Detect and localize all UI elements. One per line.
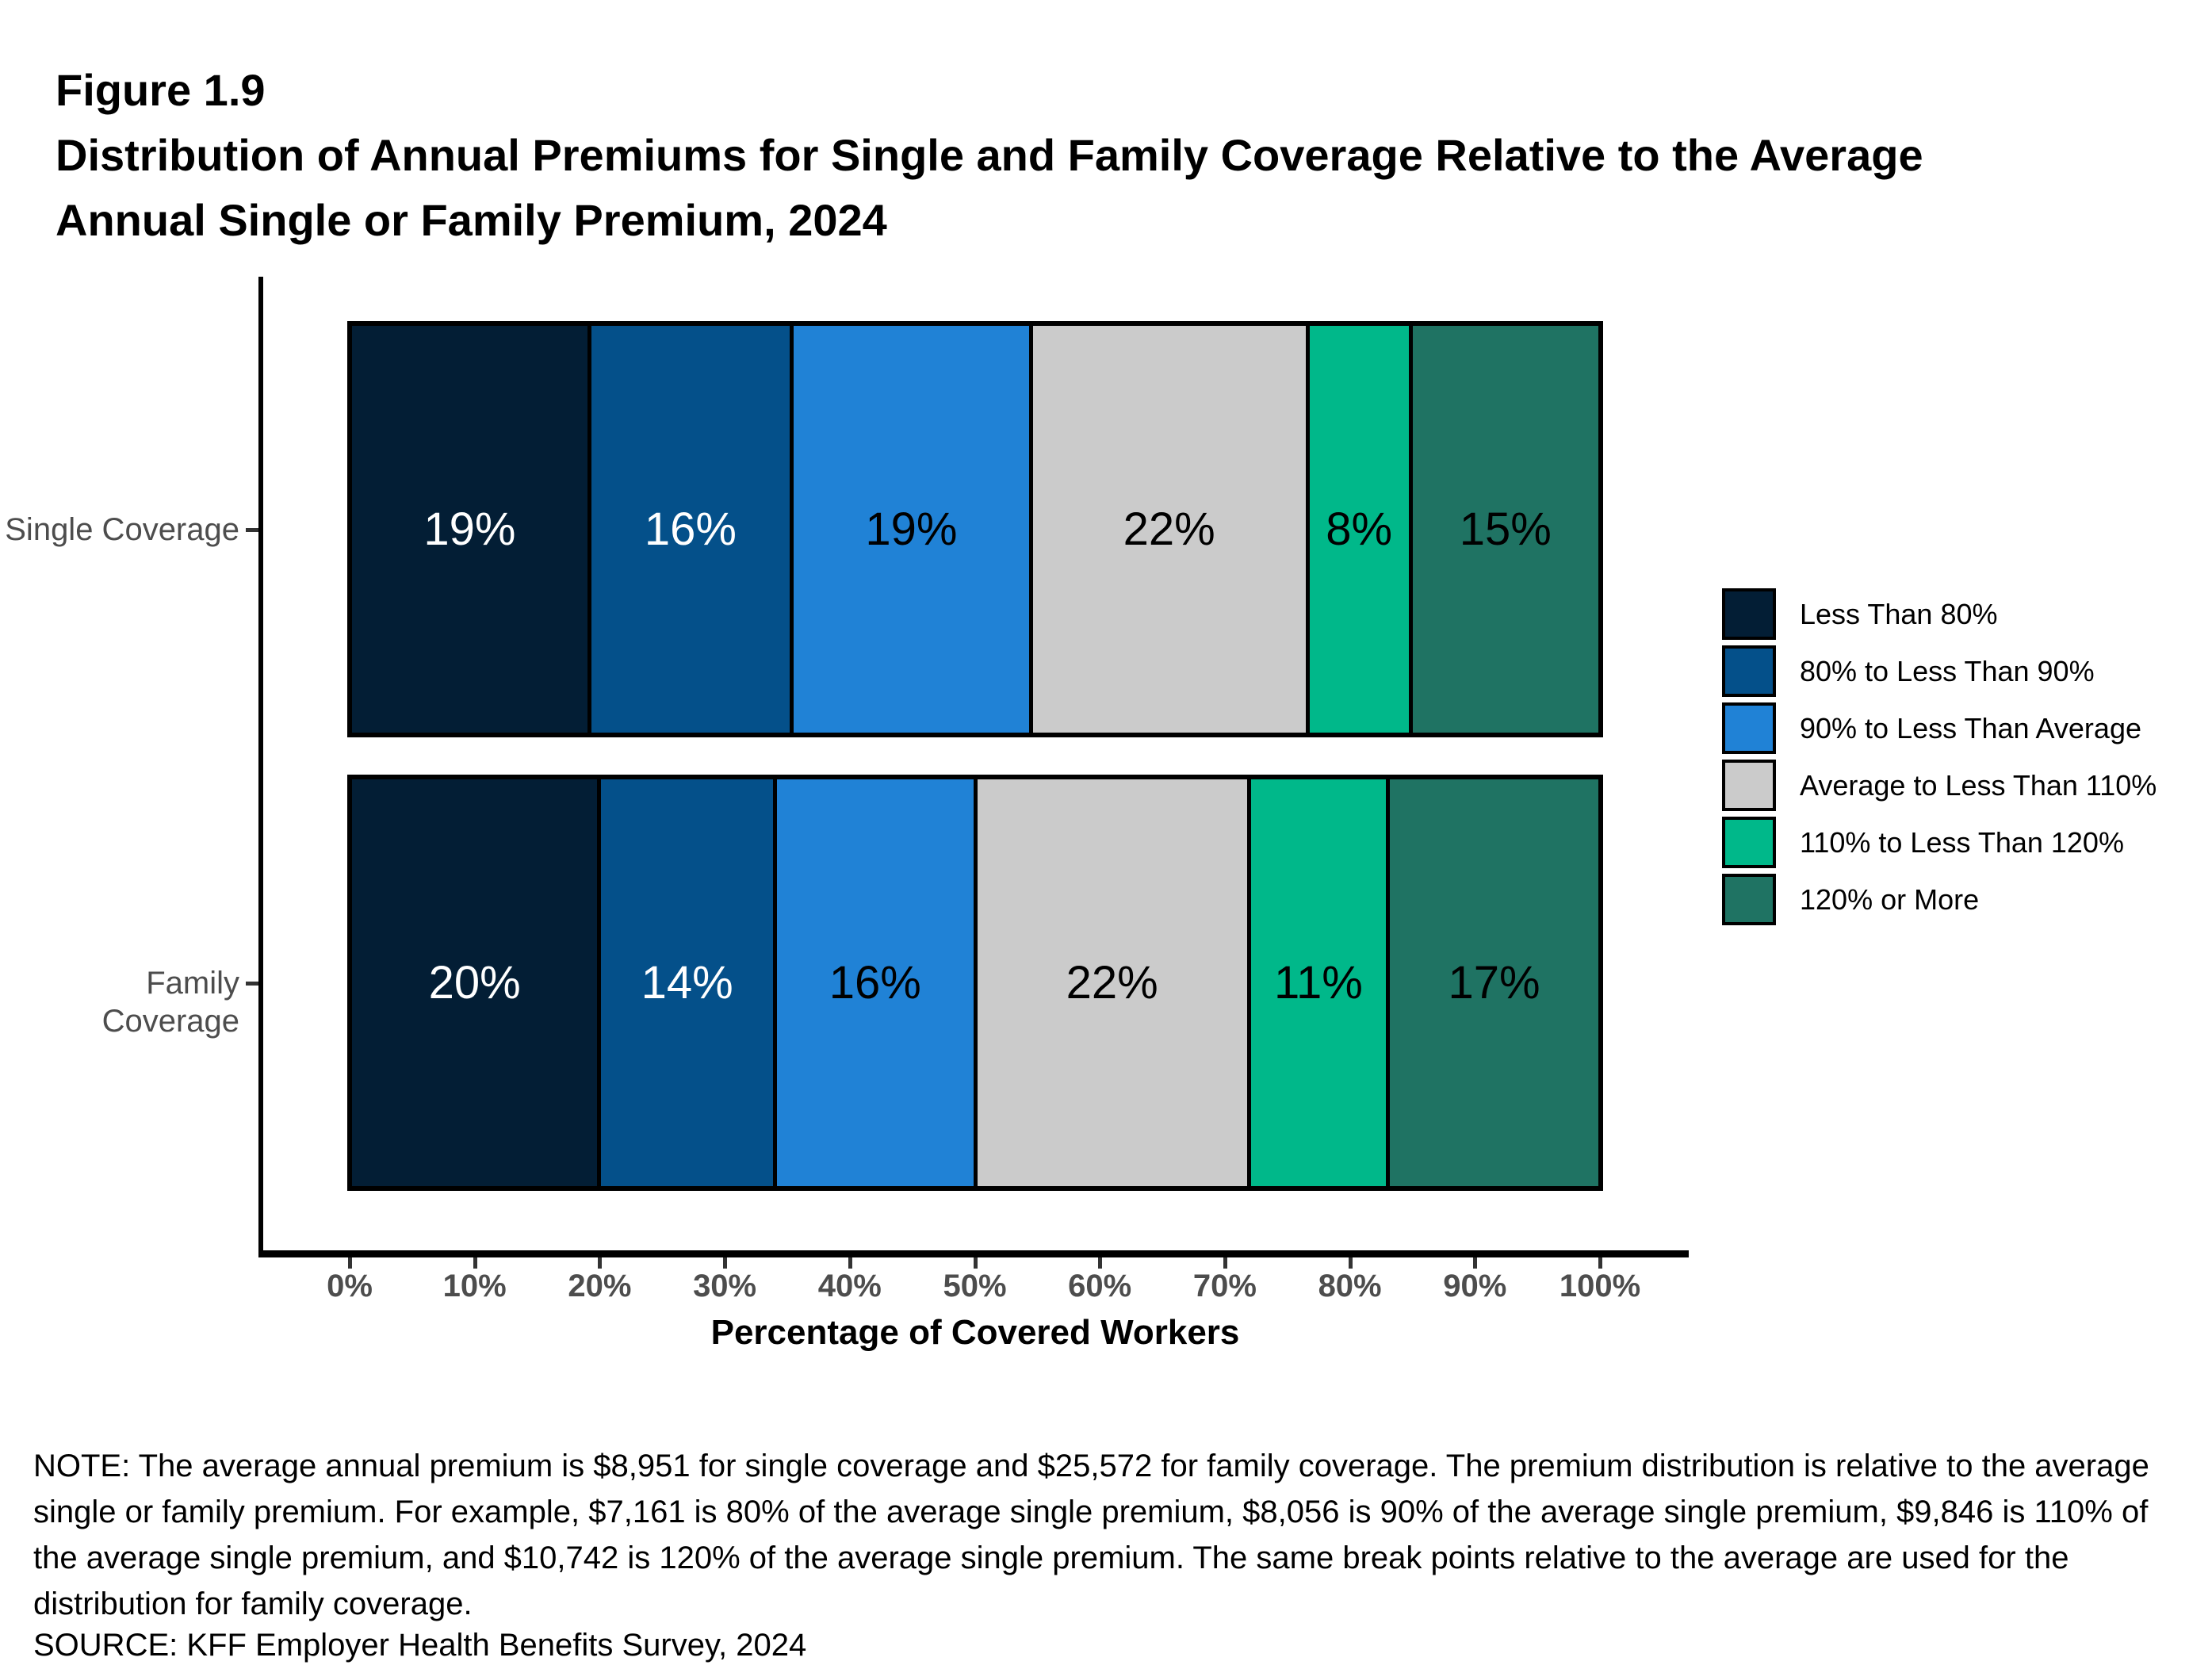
legend-item-110-to-less-than-120: 110% to Less Than 120% <box>1722 817 2124 868</box>
y-axis-label-single-coverage: Single Coverage <box>5 511 239 547</box>
bar-segment-less-than-80: 20% <box>352 779 598 1186</box>
legend-swatch <box>1722 588 1776 640</box>
y-axis-label-family-coverage: Family Coverage <box>101 965 239 1039</box>
bar-value-label: 16% <box>829 957 921 1009</box>
legend-item-less-than-80: Less Than 80% <box>1722 588 1998 640</box>
x-tick-mark <box>1223 1257 1227 1269</box>
bar-family-coverage: 20% 14% 16% 22% 11% 17% <box>347 775 1603 1191</box>
bar-segment-110-to-less-than-120: 8% <box>1309 326 1409 733</box>
bar-value-label: 16% <box>644 503 737 555</box>
x-tick-label: 40% <box>817 1269 882 1303</box>
chart-title-line2: Annual Single or Family Premium, 2024 <box>55 195 887 245</box>
legend-label: 110% to Less Than 120% <box>1800 825 2124 859</box>
bar-segment-90-to-less-than-average: 16% <box>776 779 974 1186</box>
x-tick-mark <box>598 1257 603 1269</box>
bar-single-coverage: 19% 16% 19% 22% 8% 15% <box>347 321 1603 737</box>
title-block: Figure 1.9 Distribution of Annual Premiu… <box>55 58 1923 253</box>
legend-item-120-or-more: 120% or More <box>1722 874 1979 925</box>
y-axis-line <box>258 277 263 1257</box>
x-tick-label: 10% <box>442 1269 507 1303</box>
chart-title-line1: Distribution of Annual Premiums for Sing… <box>55 130 1923 180</box>
bar-segment-80-to-less-than-90: 14% <box>601 779 773 1186</box>
legend-item-90-to-less-than-average: 90% to Less Than Average <box>1722 702 2141 754</box>
x-tick-label: 0% <box>327 1269 373 1303</box>
bar-value-label: 19% <box>423 503 516 555</box>
x-tick-mark <box>1473 1257 1478 1269</box>
bar-segment-90-to-less-than-average: 19% <box>793 326 1029 733</box>
bar-value-label: 11% <box>1274 957 1363 1009</box>
note-text: NOTE: The average annual premium is $8,9… <box>33 1449 2149 1621</box>
x-tick-mark <box>348 1257 352 1269</box>
bar-segment-average-to-less-than-110: 22% <box>1032 326 1306 733</box>
y-tick-mark <box>246 527 258 532</box>
x-tick-label: 90% <box>1443 1269 1507 1303</box>
legend-item-average-to-less-than-110: Average to Less Than 110% <box>1722 760 2157 811</box>
legend-swatch <box>1722 817 1776 868</box>
legend-label: Less Than 80% <box>1800 597 1998 630</box>
x-tick-label: 50% <box>943 1269 1007 1303</box>
bar-value-label: 20% <box>428 957 521 1009</box>
bar-value-label: 14% <box>641 957 733 1009</box>
bar-value-label: 22% <box>1123 503 1215 555</box>
x-tick-label: 60% <box>1068 1269 1132 1303</box>
x-tick-label: 20% <box>568 1269 632 1303</box>
legend-swatch <box>1722 760 1776 811</box>
x-axis-line <box>258 1250 1689 1257</box>
x-tick-mark <box>973 1257 978 1269</box>
bar-value-label: 19% <box>865 503 958 555</box>
x-tick-label: 80% <box>1318 1269 1382 1303</box>
bar-segment-120-or-more: 15% <box>1412 326 1599 733</box>
legend-label: Average to Less Than 110% <box>1800 768 2157 802</box>
bar-segment-less-than-80: 19% <box>352 326 587 733</box>
bar-segment-120-or-more: 17% <box>1390 779 1598 1186</box>
figure-label: Figure 1.9 <box>55 65 266 115</box>
legend-swatch <box>1722 874 1776 925</box>
y-tick-mark <box>246 981 258 986</box>
bar-segment-average-to-less-than-110: 22% <box>977 779 1247 1186</box>
bar-segment-110-to-less-than-120: 11% <box>1250 779 1387 1186</box>
bar-segment-80-to-less-than-90: 16% <box>591 326 790 733</box>
x-tick-mark <box>1098 1257 1103 1269</box>
bar-value-label: 8% <box>1326 503 1393 555</box>
bar-value-label: 17% <box>1448 957 1540 1009</box>
x-tick-mark <box>1348 1257 1353 1269</box>
legend-item-80-to-less-than-90: 80% to Less Than 90% <box>1722 645 2095 697</box>
x-tick-label: 100% <box>1559 1269 1641 1303</box>
x-tick-label: 30% <box>693 1269 757 1303</box>
legend-swatch <box>1722 702 1776 754</box>
x-axis-title: Percentage of Covered Workers <box>710 1313 1240 1352</box>
legend-label: 120% or More <box>1800 882 1980 916</box>
x-tick-label: 70% <box>1192 1269 1257 1303</box>
legend-swatch <box>1722 645 1776 697</box>
bar-value-label: 15% <box>1459 503 1552 555</box>
bar-value-label: 22% <box>1066 957 1158 1009</box>
x-tick-mark <box>1598 1257 1602 1269</box>
source-text: SOURCE: KFF Employer Health Benefits Sur… <box>33 1628 807 1663</box>
legend-label: 80% to Less Than 90% <box>1800 654 2095 687</box>
x-tick-mark <box>473 1257 477 1269</box>
x-tick-mark <box>723 1257 728 1269</box>
x-tick-mark <box>848 1257 852 1269</box>
legend-label: 90% to Less Than Average <box>1800 711 2141 744</box>
